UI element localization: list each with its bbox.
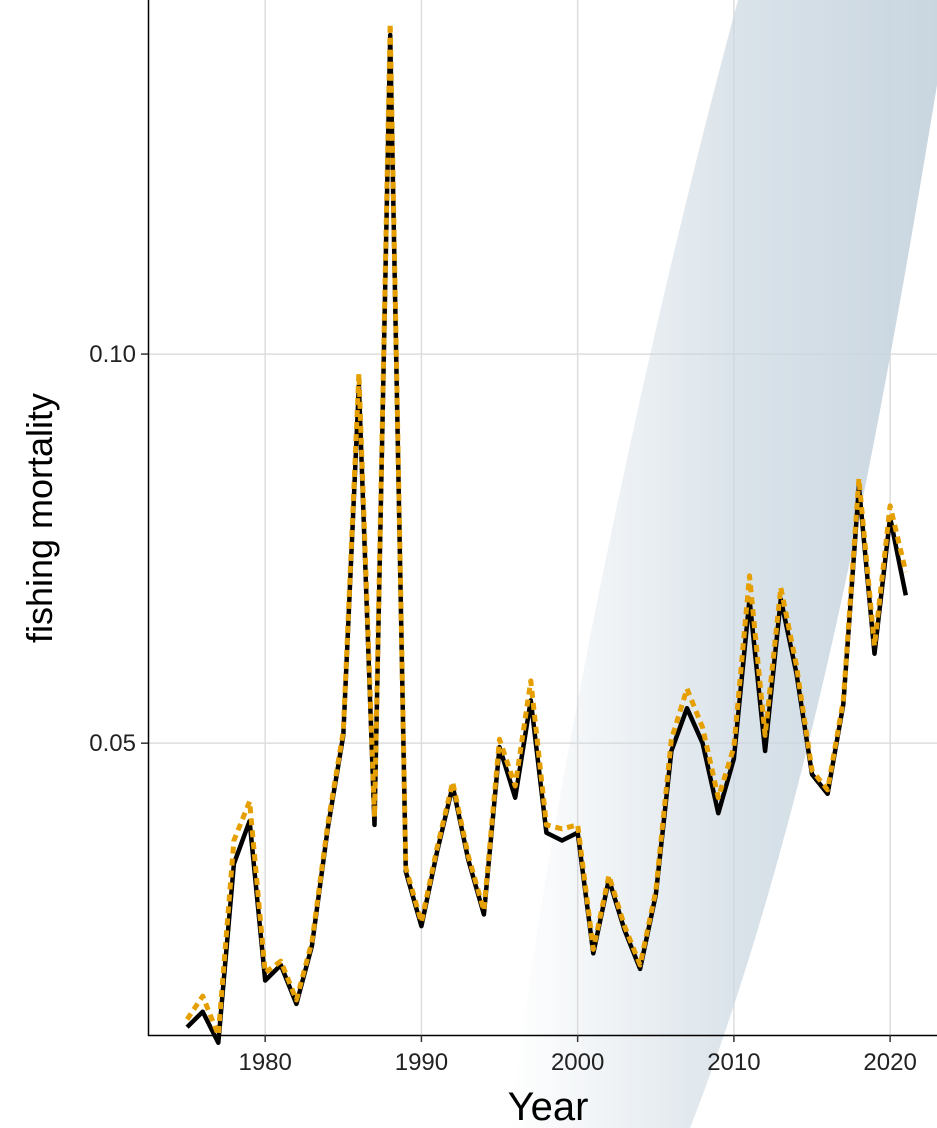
series-lines bbox=[185, 20, 909, 1046]
y-tick-label: 0.05 bbox=[89, 730, 136, 757]
x-tick-label: 1980 bbox=[238, 1049, 291, 1076]
x-tick-label: 1990 bbox=[395, 1049, 448, 1076]
x-tick-label: 2010 bbox=[707, 1049, 760, 1076]
dashed-series-line bbox=[185, 20, 909, 1038]
ticks: 1980 1990 2000 2010 2020 0.05 0.10 bbox=[89, 341, 917, 1076]
x-tick-label: 2020 bbox=[863, 1049, 916, 1076]
y-axis-title: fishing mortality bbox=[19, 393, 60, 643]
projection-band bbox=[510, 0, 937, 1128]
y-tick-label: 0.10 bbox=[89, 341, 136, 368]
x-tick-label: 2000 bbox=[551, 1049, 604, 1076]
x-axis-title: Year bbox=[508, 1085, 589, 1128]
axes bbox=[147, 0, 937, 1037]
